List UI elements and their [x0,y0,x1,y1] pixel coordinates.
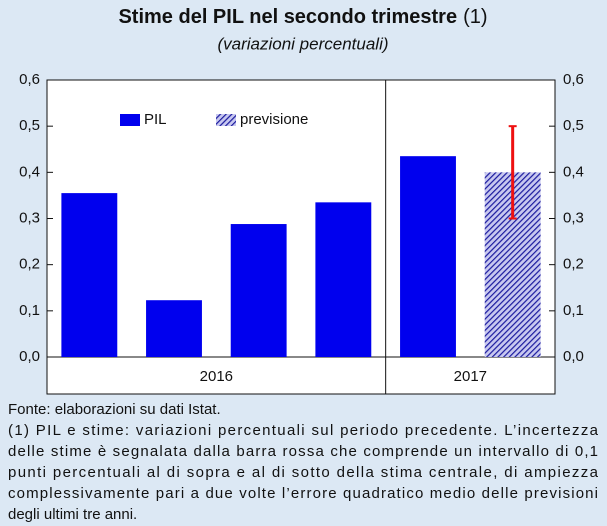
y2-tick-label: 0,1 [563,302,584,319]
footnote: punti percentuali al di sopra e al di so… [8,464,599,481]
title-note: (1) [463,6,487,28]
y-tick-label: 0,5 [19,117,40,134]
bar [230,224,287,357]
chart-subtitle: (variazioni percentuali) [217,34,388,53]
bar [61,193,118,357]
footnote: (1) PIL e stime: variazioni percentuali … [8,422,599,439]
y2-tick-label: 0,0 [563,348,584,365]
y2-tick-label: 0,3 [563,209,584,226]
y-tick-label: 0,6 [19,71,40,88]
chart-title: Stime del PIL nel secondo trimestre (1) [118,6,487,28]
bar [315,202,372,357]
footnote: delle stime è segnalata dalla barra ross… [8,443,598,460]
bar [400,156,456,357]
footnote: Fonte: elaborazioni su dati Istat. [8,401,221,418]
y2-tick-label: 0,6 [563,71,584,88]
y-tick-label: 0,4 [19,163,40,180]
y-tick-label: 0,3 [19,209,40,226]
x-group-label: 2017 [454,368,487,385]
y-tick-label: 0,0 [19,348,40,365]
y-tick-label: 0,1 [19,302,40,319]
x-axis-band [46,356,556,395]
footnote: degli ultimi tre anni. [8,506,137,523]
legend-swatch [216,114,236,126]
bar [146,300,202,357]
legend-label: PIL [144,111,167,128]
title-main: Stime del PIL nel secondo trimestre [118,6,457,28]
legend-swatch [120,114,140,126]
x-group-label: 2016 [200,368,233,385]
y2-tick-label: 0,4 [563,163,584,180]
footnote: complessivamente pari a due volte l’erro… [8,485,598,502]
plot-area [46,79,556,358]
legend-label: previsione [240,111,308,128]
y2-tick-label: 0,2 [563,256,584,273]
y2-tick-label: 0,5 [563,117,584,134]
y-tick-label: 0,2 [19,256,40,273]
